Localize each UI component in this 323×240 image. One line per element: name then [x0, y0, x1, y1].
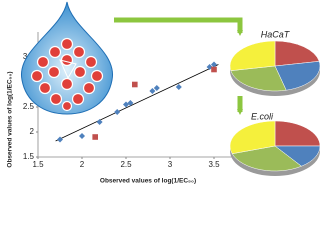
pie-slice [229, 120, 276, 155]
x-tick-label: 3 [168, 160, 173, 169]
y-tick-label: 1.5 [23, 152, 35, 161]
pie-title: HaCaT [261, 29, 291, 39]
point [132, 81, 138, 88]
x-tick-label: 3.5 [208, 160, 220, 169]
pie-title: E.coli [251, 111, 274, 121]
point [96, 119, 103, 125]
drop-illustration [21, 1, 113, 115]
point [175, 84, 182, 90]
point [127, 100, 134, 106]
trendline [55, 64, 219, 142]
x-tick-label: 1.5 [32, 160, 44, 169]
point [57, 136, 63, 143]
pie-slice [231, 145, 302, 172]
x-axis-label: Observed values of log(1/EC₅₀) [100, 178, 196, 185]
x-tick-label: 2.5 [120, 160, 132, 169]
pie-slice [274, 120, 321, 147]
point [211, 61, 217, 68]
x-tick-label: 2 [80, 160, 85, 169]
pie-slice [229, 40, 276, 71]
point [149, 88, 156, 94]
point [206, 64, 213, 70]
y-tick-label: 2.5 [23, 102, 35, 111]
point [153, 85, 160, 91]
pie-slice [274, 61, 321, 91]
flow-arrows [114, 17, 243, 115]
y-axis-label: Observed values of log(1/EC₅₀) [7, 71, 14, 167]
pie-slice [274, 40, 320, 67]
point [114, 109, 121, 115]
point [92, 134, 98, 140]
point [79, 133, 85, 139]
pie-charts: HaCaT E.coli [229, 29, 321, 176]
point [211, 66, 217, 73]
pie-slice [230, 65, 287, 92]
y-tick-label: 2 [30, 127, 35, 136]
